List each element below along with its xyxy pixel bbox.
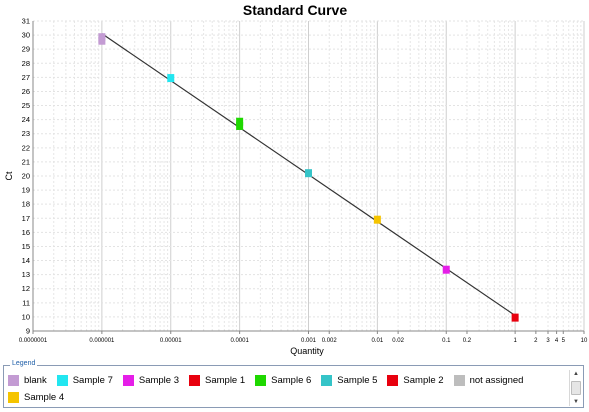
legend-item[interactable]: blank (8, 372, 47, 389)
legend-swatch (453, 375, 465, 386)
y-tick-label: 9 (26, 327, 30, 336)
data-point[interactable] (98, 33, 106, 42)
y-tick-label: 17 (22, 214, 30, 223)
legend-label: Sample 6 (271, 375, 312, 386)
legend-item[interactable]: Sample 3 (122, 372, 179, 389)
data-point[interactable] (511, 313, 519, 322)
legend-swatch (56, 375, 68, 386)
y-tick-label: 22 (22, 143, 30, 152)
legend-label: Sample 5 (337, 375, 378, 386)
y-tick-label: 25 (22, 101, 30, 110)
x-tick-label: 0.0000001 (19, 338, 48, 344)
y-tick-label: 31 (22, 17, 30, 26)
data-points (98, 33, 519, 322)
y-tick-label: 12 (22, 284, 30, 293)
y-tick-label: 16 (22, 228, 30, 237)
x-tick-labels: 0.0000001 0.000001 0.00001 0.0001 0.001 0.002… (19, 331, 588, 344)
legend-scrollbar[interactable]: ▲ ▼ (569, 370, 582, 406)
legend-items: blank Sample 7 Sample 3 Sample 1 Sample 6 Sam… (8, 372, 568, 408)
x-tick-label: 2 (534, 338, 538, 344)
x-tick-label: 0.00001 (160, 338, 182, 344)
x-tick-label: 4 (555, 338, 559, 344)
legend-swatch (189, 375, 200, 386)
legend-item[interactable]: Sample 2 (387, 372, 444, 389)
x-tick-label: 0.2 (463, 338, 472, 344)
legend-title: Legend (10, 360, 38, 367)
legend-item[interactable]: Sample 4 (8, 389, 64, 406)
y-tick-label: 10 (22, 312, 30, 321)
legend-swatch (387, 375, 399, 386)
legend-panel: Legend blank Sample 7 Sample 3 Sample 1 Samp… (3, 360, 584, 408)
data-point[interactable] (373, 215, 381, 224)
scroll-thumb[interactable] (571, 381, 581, 395)
standard-curve-chart: Standard Curve Ct Quantity 9101112131415… (4, 2, 588, 356)
y-tick-label: 19 (22, 186, 30, 195)
data-point[interactable] (167, 74, 175, 83)
chart-title: Standard Curve (243, 2, 347, 18)
y-tick-label: 11 (22, 298, 30, 307)
data-point[interactable] (236, 117, 244, 126)
legend-swatch (8, 375, 19, 386)
x-tick-label: 1 (513, 338, 517, 344)
x-tick-label: 0.1 (442, 338, 451, 344)
y-tick-label: 13 (22, 270, 30, 279)
legend-swatch (255, 375, 267, 386)
legend-item[interactable]: Sample 5 (321, 372, 377, 389)
scroll-up-arrow-icon[interactable]: ▲ (573, 371, 579, 377)
x-tick-label: 0.01 (372, 338, 384, 344)
x-tick-label: 5 (562, 338, 566, 344)
legend-swatch (321, 375, 333, 386)
y-tick-label: 24 (22, 115, 30, 124)
legend-swatch (8, 392, 19, 403)
y-tick-label: 30 (22, 31, 30, 40)
y-tick-label: 27 (22, 73, 30, 82)
data-point[interactable] (236, 121, 244, 130)
data-point[interactable] (305, 169, 312, 178)
y-tick-labels: 9 10 11 12 13 14 15 16 17 18 19 20 21 22 23 24 25 26 27 28 2… (22, 17, 30, 336)
legend-label: Sample 2 (403, 375, 444, 386)
data-point[interactable] (442, 265, 450, 274)
scroll-down-arrow-icon[interactable]: ▼ (573, 399, 579, 405)
legend-item[interactable]: not assigned (453, 372, 524, 389)
y-tick-label: 23 (22, 129, 30, 138)
y-tick-label: 15 (22, 242, 30, 251)
legend-item[interactable]: Sample 1 (189, 372, 245, 389)
y-tick-label: 28 (22, 59, 30, 68)
y-tick-label: 14 (22, 256, 30, 265)
legend-label: not assigned (469, 375, 524, 386)
legend-item[interactable]: Sample 6 (255, 372, 311, 389)
y-axis-label: Ct (4, 171, 14, 180)
legend-label: Sample 1 (205, 375, 246, 386)
y-tick-label: 18 (22, 200, 30, 209)
y-tick-label: 26 (22, 87, 30, 96)
legend-label: Sample 3 (138, 375, 179, 386)
y-tick-label: 29 (22, 45, 30, 54)
x-tick-label: 0.001 (301, 338, 317, 344)
x-axis-label: Quantity (290, 346, 324, 356)
legend-label: Sample 4 (24, 392, 65, 403)
x-tick-label: 10 (581, 338, 588, 344)
legend-label: blank (24, 375, 47, 386)
x-tick-label: 0.02 (392, 338, 404, 344)
x-tick-label: 0.000001 (89, 338, 115, 344)
legend-swatch (122, 375, 134, 386)
legend-label: Sample 7 (72, 375, 113, 386)
legend-item[interactable]: Sample 7 (56, 372, 113, 389)
y-tick-label: 20 (22, 172, 30, 181)
x-tick-label: 3 (546, 338, 550, 344)
x-tick-label: 0.0001 (230, 338, 249, 344)
x-tick-label: 0.002 (322, 338, 338, 344)
y-tick-label: 21 (22, 157, 30, 166)
